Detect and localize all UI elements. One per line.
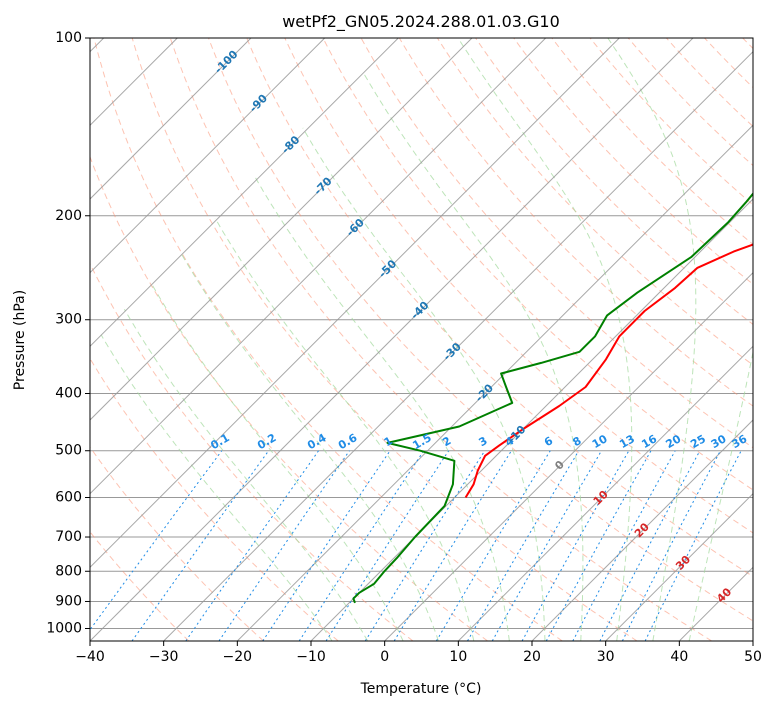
y-tick-label: 600 xyxy=(55,489,82,505)
x-tick-label: 50 xyxy=(744,649,762,665)
x-tick-label: 30 xyxy=(597,649,615,665)
x-tick-label: 20 xyxy=(523,649,541,665)
x-tick-label: 10 xyxy=(449,649,467,665)
x-tick-label: 0 xyxy=(380,649,389,665)
y-tick-label: 400 xyxy=(55,386,82,402)
y-tick-label: 300 xyxy=(55,312,82,328)
chart-title: wetPf2_GN05.2024.288.01.03.G10 xyxy=(282,12,560,32)
y-tick-label: 700 xyxy=(55,529,82,545)
y-tick-label: 900 xyxy=(55,593,82,609)
y-tick-label: 1000 xyxy=(46,620,82,636)
x-axis-label: Temperature (°C) xyxy=(360,681,482,697)
y-tick-label: 100 xyxy=(55,30,82,46)
y-tick-label: 800 xyxy=(55,563,82,579)
x-tick-label: −10 xyxy=(296,649,326,665)
y-tick-label: 200 xyxy=(55,208,82,224)
x-tick-label: −20 xyxy=(223,649,253,665)
x-tick-label: 40 xyxy=(670,649,688,665)
x-tick-label: −40 xyxy=(75,649,105,665)
x-tick-label: −30 xyxy=(149,649,179,665)
y-axis-label: Pressure (hPa) xyxy=(12,290,28,390)
y-tick-label: 500 xyxy=(55,443,82,459)
